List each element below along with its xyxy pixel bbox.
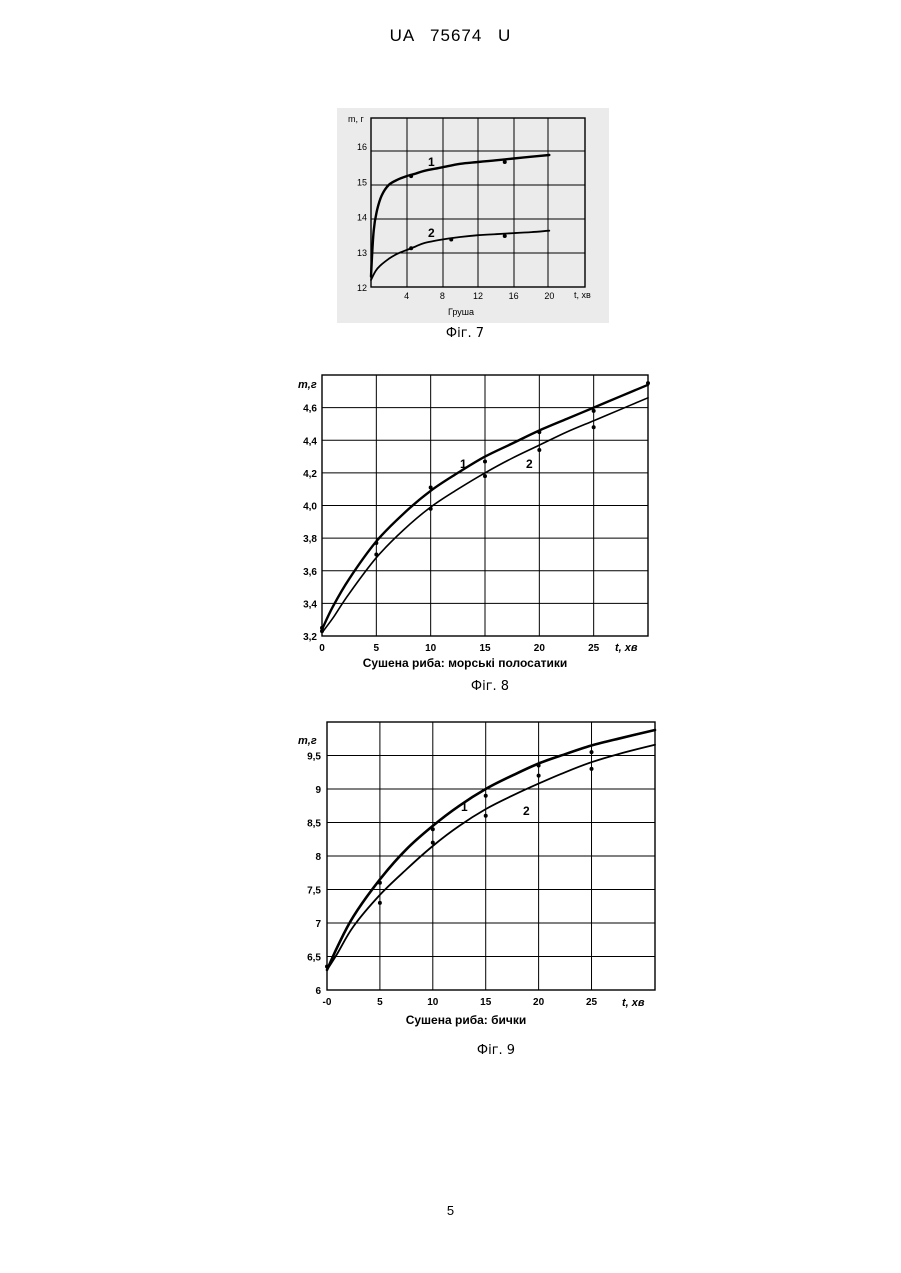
series-2-point [431,841,435,845]
series-2-label: 2 [526,457,533,471]
series-2-point [374,552,378,556]
x-tick-label: 15 [479,643,491,654]
y-tick-label: 4,4 [303,436,317,447]
y-tick-label: 14 [357,213,367,223]
series-1-label: 1 [461,800,468,814]
y-tick-label: 7,5 [307,886,321,897]
y-axis-label: m,г [298,379,317,391]
page-number: 5 [0,1203,901,1218]
x-tick-label: 20 [533,997,545,1008]
series-2-point [592,425,596,429]
y-tick-label: 6,5 [307,953,321,964]
x-axis-label: t, хв [615,642,638,654]
y-tick-label: 3,2 [303,632,317,643]
x-tick-label: 5 [374,643,380,654]
y-axis-label: m,г [298,735,317,747]
series-1-point [592,409,596,413]
series-2-point [449,237,453,241]
chart-caption: Груша [448,307,474,317]
x-tick-label: 5 [377,997,383,1008]
y-tick-label: 9 [315,785,321,796]
figure-label: Фіг. 8 [471,679,509,694]
series-1-point [409,174,413,178]
x-axis-label: t, хв [574,290,591,300]
y-axis-label: m, г [348,114,364,124]
series-1-point [431,827,435,831]
fig9-chart: 6 6,5 7 7,5 8 8,5 9 9,5 -0 5 10 15 20 25 m,г t, хв Сушен… [298,722,655,1058]
x-tick-label: 20 [534,643,546,654]
fig7-chart: 121314151648121620m, гt, хвГрушаФіг. 712 [337,108,609,341]
x-tick-label: 4 [404,291,409,301]
x-tick-label: -0 [323,997,332,1008]
series-1-point [590,750,594,754]
series-1-line [327,730,655,970]
series-1-point [374,541,378,545]
series-2-point [484,814,488,818]
y-tick-label: 7 [315,919,321,930]
y-tick-label: 3,4 [303,599,317,610]
series-2-point [429,507,433,511]
series-2-line [327,745,655,970]
series-1-point [483,459,487,463]
x-tick-label: 16 [509,291,519,301]
series-2-point [537,448,541,452]
y-tick-label: 4,6 [303,404,317,415]
series-1-point [537,430,541,434]
series-2-point [409,246,413,250]
x-tick-label: 10 [425,643,437,654]
y-tick-label: 3,8 [303,534,317,545]
y-tick-label: 6 [315,986,321,997]
series-1-point [429,486,433,490]
chart-caption: Сушена риба: морські полосатики [363,656,568,670]
y-tick-label: 9,5 [307,752,321,763]
y-tick-label: 13 [357,248,367,258]
y-tick-label: 15 [357,177,367,187]
x-tick-label: 10 [427,997,439,1008]
series-1-point [646,381,650,385]
series-2-label: 2 [523,804,530,818]
series-1-point [484,794,488,798]
x-tick-label: 12 [473,291,483,301]
y-tick-label: 3,6 [303,567,317,578]
figure-label: Фіг. 9 [477,1043,515,1058]
series-2-point [590,767,594,771]
series-2-point [537,774,541,778]
chart-caption: Сушена риба: бички [406,1013,527,1027]
y-tick-label: 4,2 [303,469,317,480]
series-1-label: 1 [428,155,435,169]
series-1-point [537,764,541,768]
x-tick-label: 25 [586,997,598,1008]
x-axis-label: t, хв [622,997,645,1009]
series-2-label: 2 [428,226,435,240]
x-tick-label: 0 [319,643,325,654]
y-tick-label: 4,0 [303,502,317,513]
y-tick-label: 8,5 [307,819,321,830]
fig8-chart: 3,2 3,4 3,6 3,8 4,0 4,2 4,4 4,6 0 5 10 15 20 25 m,г t, … [298,375,650,694]
x-tick-label: 8 [440,291,445,301]
figure-label: Фіг. 7 [446,326,484,341]
x-tick-label: 25 [588,643,600,654]
x-tick-label: 20 [544,291,554,301]
series-2-point [378,901,382,905]
series-1-label: 1 [460,457,467,471]
series-1-point [378,881,382,885]
y-tick-label: 12 [357,283,367,293]
series-2-point [320,629,324,633]
x-tick-label: 15 [480,997,492,1008]
series-2-point [483,474,487,478]
series-2-point [503,234,507,238]
y-tick-label: 16 [357,142,367,152]
y-tick-label: 8 [315,852,321,863]
series-1-point [503,160,507,164]
